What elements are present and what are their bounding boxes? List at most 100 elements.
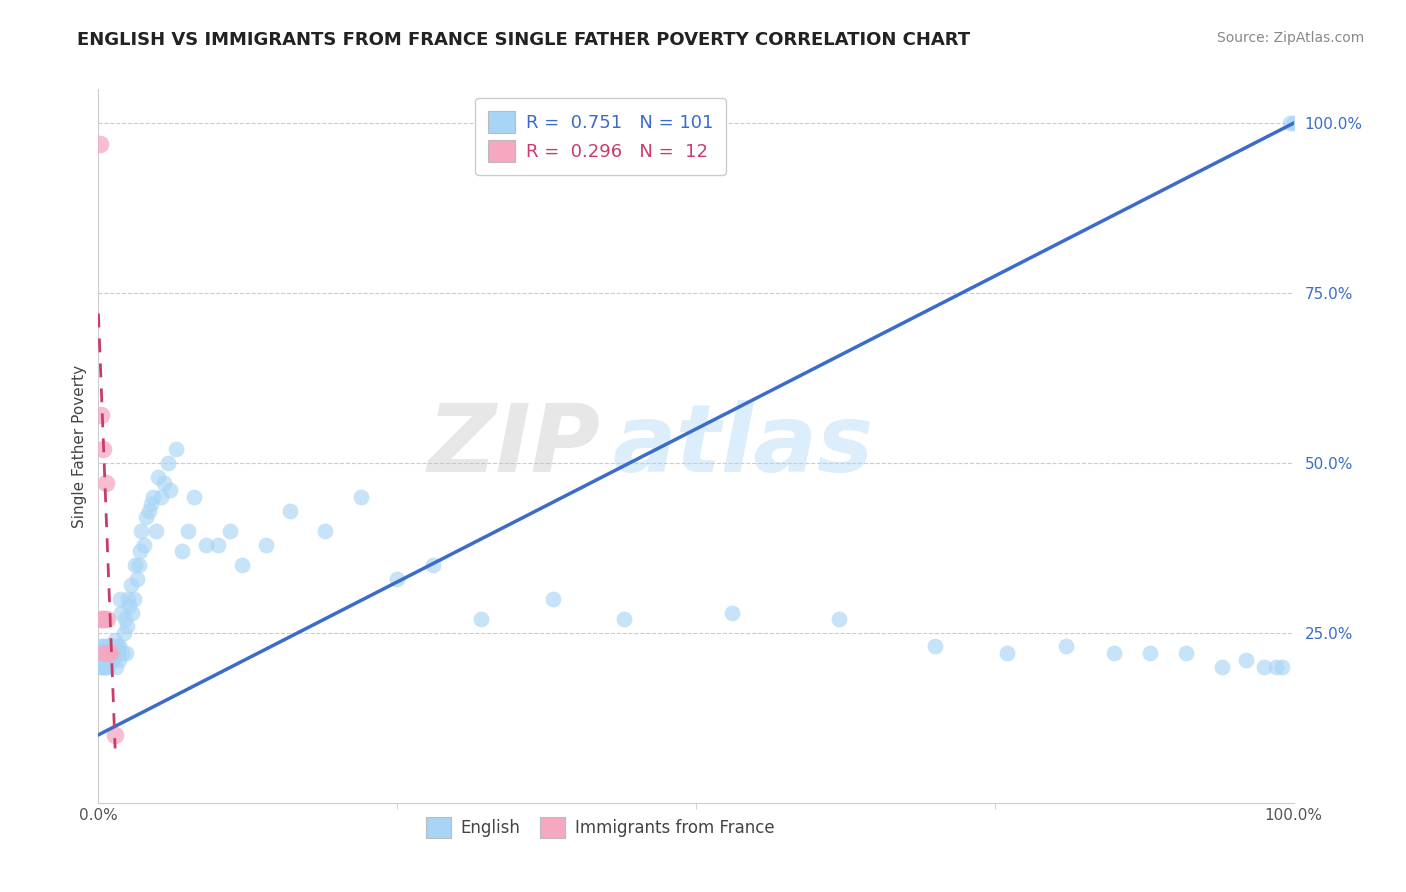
Point (721, 606, 744, 620)
Point (142, 490, 165, 504)
Point (115, 646, 138, 660)
Point (1139, 646, 1161, 660)
Point (90, 612, 112, 626)
Point (541, 591, 564, 606)
Point (115, 619, 138, 633)
Point (91, 653, 114, 667)
Point (153, 476, 176, 491)
Point (219, 524, 242, 538)
Point (1175, 646, 1198, 660)
Point (97, 646, 120, 660)
Point (97, 640, 120, 654)
Point (613, 612, 636, 626)
Text: Source: ZipAtlas.com: Source: ZipAtlas.com (1216, 31, 1364, 45)
Point (156, 456, 179, 470)
Point (105, 646, 128, 660)
Point (91, 646, 114, 660)
Point (100, 653, 122, 667)
Point (90, 660, 112, 674)
Point (135, 510, 157, 524)
Point (1282, 116, 1305, 130)
Point (94, 646, 117, 660)
Point (104, 646, 127, 660)
Text: ZIP: ZIP (427, 400, 600, 492)
Point (828, 612, 851, 626)
Point (112, 626, 135, 640)
Point (129, 544, 152, 558)
Point (1056, 640, 1078, 654)
Point (89, 136, 111, 151)
Point (100, 646, 122, 660)
Point (1211, 660, 1233, 674)
Point (159, 483, 181, 498)
Point (98, 640, 122, 654)
Legend: English, Immigrants from France: English, Immigrants from France (419, 811, 782, 845)
Point (125, 572, 148, 586)
Point (94, 640, 117, 654)
Point (90, 409, 112, 423)
Point (1234, 653, 1257, 667)
Point (132, 537, 155, 551)
Point (104, 728, 127, 742)
Point (94, 660, 117, 674)
Point (148, 469, 170, 483)
Point (93, 612, 115, 626)
Point (94, 476, 117, 491)
Point (138, 503, 160, 517)
Point (98, 646, 122, 660)
Point (385, 572, 409, 586)
Point (107, 640, 129, 654)
Point (254, 537, 277, 551)
Point (96, 612, 118, 626)
Point (315, 524, 337, 538)
Point (111, 646, 134, 660)
Point (231, 558, 253, 572)
Point (96, 646, 118, 660)
Point (165, 442, 187, 457)
Text: atlas: atlas (613, 400, 873, 492)
Point (93, 660, 115, 674)
Point (108, 591, 131, 606)
Point (98, 646, 122, 660)
Point (89, 646, 111, 660)
Point (183, 490, 205, 504)
Point (91, 646, 114, 660)
Point (924, 640, 946, 654)
Point (98, 653, 121, 667)
Point (139, 497, 162, 511)
Point (177, 524, 200, 538)
Point (124, 558, 146, 572)
Point (91, 442, 114, 457)
Point (97, 646, 120, 660)
Point (107, 646, 129, 660)
Point (172, 544, 194, 558)
Point (124, 591, 146, 606)
Point (1104, 646, 1126, 660)
Point (91, 640, 114, 654)
Point (145, 524, 167, 538)
Point (114, 612, 136, 626)
Point (128, 558, 150, 572)
Point (470, 612, 492, 626)
Point (93, 653, 115, 667)
Point (90, 640, 112, 654)
Point (1253, 660, 1275, 674)
Point (91, 646, 114, 660)
Point (107, 653, 129, 667)
Point (91, 612, 114, 626)
Point (97, 660, 120, 674)
Point (96, 646, 118, 660)
Point (207, 537, 229, 551)
Point (91, 660, 114, 674)
Point (105, 660, 128, 674)
Point (101, 653, 124, 667)
Point (107, 640, 129, 654)
Point (103, 640, 125, 654)
Point (1271, 660, 1294, 674)
Point (350, 490, 373, 504)
Point (117, 591, 139, 606)
Point (103, 646, 125, 660)
Point (195, 537, 218, 551)
Point (104, 632, 127, 647)
Point (98, 653, 122, 667)
